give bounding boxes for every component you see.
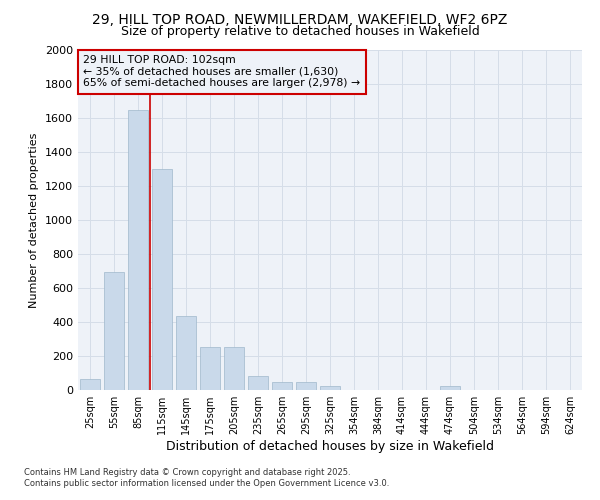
Bar [248, 376, 268, 390]
Bar [176, 316, 196, 390]
Text: Size of property relative to detached houses in Wakefield: Size of property relative to detached ho… [121, 25, 479, 38]
Y-axis label: Number of detached properties: Number of detached properties [29, 132, 40, 308]
Bar [296, 382, 316, 390]
Bar [152, 169, 172, 390]
Text: Contains HM Land Registry data © Crown copyright and database right 2025.
Contai: Contains HM Land Registry data © Crown c… [24, 468, 389, 487]
Bar [320, 386, 340, 390]
Text: 29 HILL TOP ROAD: 102sqm
← 35% of detached houses are smaller (1,630)
65% of sem: 29 HILL TOP ROAD: 102sqm ← 35% of detach… [83, 55, 360, 88]
Bar [104, 272, 124, 390]
Bar [440, 386, 460, 390]
Bar [128, 110, 148, 390]
Bar [200, 346, 220, 390]
X-axis label: Distribution of detached houses by size in Wakefield: Distribution of detached houses by size … [166, 440, 494, 453]
Bar [80, 379, 100, 390]
Bar [272, 382, 292, 390]
Bar [224, 346, 244, 390]
Text: 29, HILL TOP ROAD, NEWMILLERDAM, WAKEFIELD, WF2 6PZ: 29, HILL TOP ROAD, NEWMILLERDAM, WAKEFIE… [92, 12, 508, 26]
